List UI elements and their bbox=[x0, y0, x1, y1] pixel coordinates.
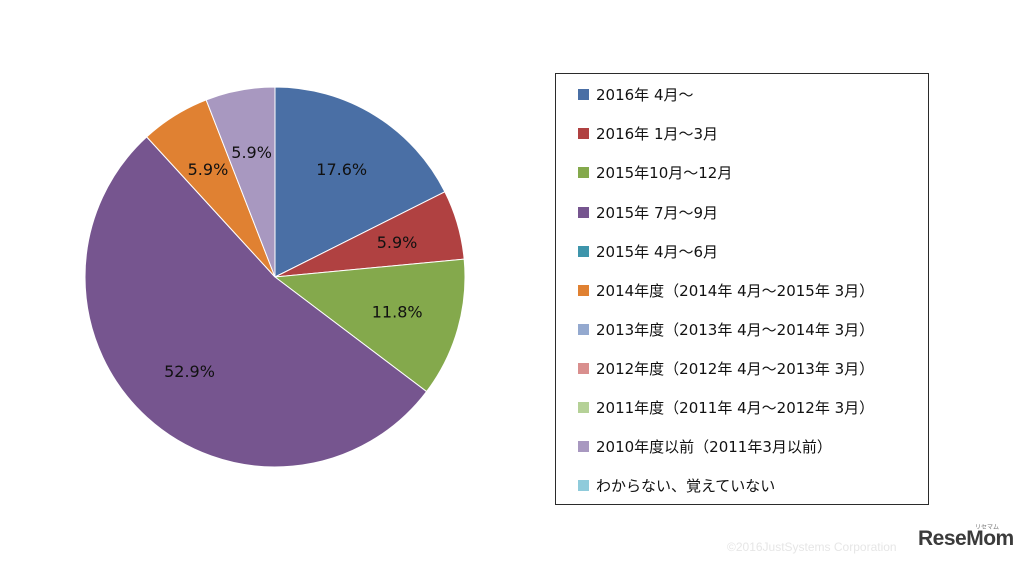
copyright-text: ©2016JustSystems Corporation bbox=[727, 540, 897, 554]
legend-swatch bbox=[578, 127, 589, 139]
data-label: 17.6% bbox=[316, 160, 367, 179]
resemom-logo: ReseMom bbox=[918, 527, 1014, 550]
legend-swatch bbox=[578, 245, 589, 257]
data-label: 5.9% bbox=[188, 160, 229, 179]
legend: 2016年 4月～ 2016年 1月～3月 2015年10月～12月 2015年… bbox=[555, 73, 929, 505]
pie-slice bbox=[205, 86, 276, 278]
legend-label: 2014年度（2014年 4月～2015年 3月） bbox=[596, 281, 875, 300]
legend-item: 2013年度（2013年 4月～2014年 3月） bbox=[578, 319, 874, 339]
resemom-logo-kana: リセマム bbox=[975, 524, 1000, 531]
legend-item: 2011年度（2011年 4月～2012年 3月） bbox=[578, 397, 874, 417]
legend-label: 2016年 4月～ bbox=[596, 85, 694, 104]
data-label: 52.9% bbox=[164, 362, 215, 381]
legend-item: 2015年 4月～6月 bbox=[578, 241, 718, 261]
legend-label: 2015年10月～12月 bbox=[596, 163, 733, 182]
legend-swatch bbox=[578, 206, 589, 218]
legend-swatch bbox=[578, 440, 589, 452]
pie-slice bbox=[273, 258, 466, 393]
pie-slice bbox=[274, 86, 446, 278]
pie-chart: 17.6%5.9%11.8%52.9%5.9%5.9% bbox=[84, 86, 466, 468]
legend-swatch bbox=[578, 479, 589, 491]
legend-swatch bbox=[578, 323, 589, 335]
data-label: 11.8% bbox=[372, 303, 423, 322]
legend-item: 2015年10月～12月 bbox=[578, 162, 732, 182]
legend-label: 2016年 1月～3月 bbox=[596, 124, 719, 143]
legend-label: わからない、覚えていない bbox=[596, 476, 776, 495]
legend-item: わからない、覚えていない bbox=[578, 475, 775, 495]
legend-label: 2015年 7月～9月 bbox=[596, 203, 719, 222]
legend-item: 2012年度（2012年 4月～2013年 3月） bbox=[578, 358, 874, 378]
legend-swatch bbox=[578, 362, 589, 374]
legend-swatch bbox=[578, 166, 589, 178]
legend-item: 2010年度以前（2011年3月以前） bbox=[578, 436, 832, 456]
legend-label: 2013年度（2013年 4月～2014年 3月） bbox=[596, 320, 875, 339]
legend-item: 2016年 4月～ bbox=[578, 84, 694, 104]
legend-label: 2011年度（2011年 4月～2012年 3月） bbox=[596, 398, 875, 417]
legend-item: 2015年 7月～9月 bbox=[578, 202, 718, 222]
data-label: 5.9% bbox=[231, 143, 272, 162]
legend-swatch bbox=[578, 401, 589, 413]
legend-label: 2010年度以前（2011年3月以前） bbox=[596, 437, 832, 456]
legend-item: 2016年 1月～3月 bbox=[578, 123, 718, 143]
data-label: 5.9% bbox=[377, 233, 418, 252]
legend-swatch bbox=[578, 284, 589, 296]
legend-item: 2014年度（2014年 4月～2015年 3月） bbox=[578, 280, 874, 300]
legend-label: 2015年 4月～6月 bbox=[596, 242, 719, 261]
legend-label: 2012年度（2012年 4月～2013年 3月） bbox=[596, 359, 875, 378]
pie-slice bbox=[84, 136, 428, 468]
legend-swatch bbox=[578, 88, 589, 100]
